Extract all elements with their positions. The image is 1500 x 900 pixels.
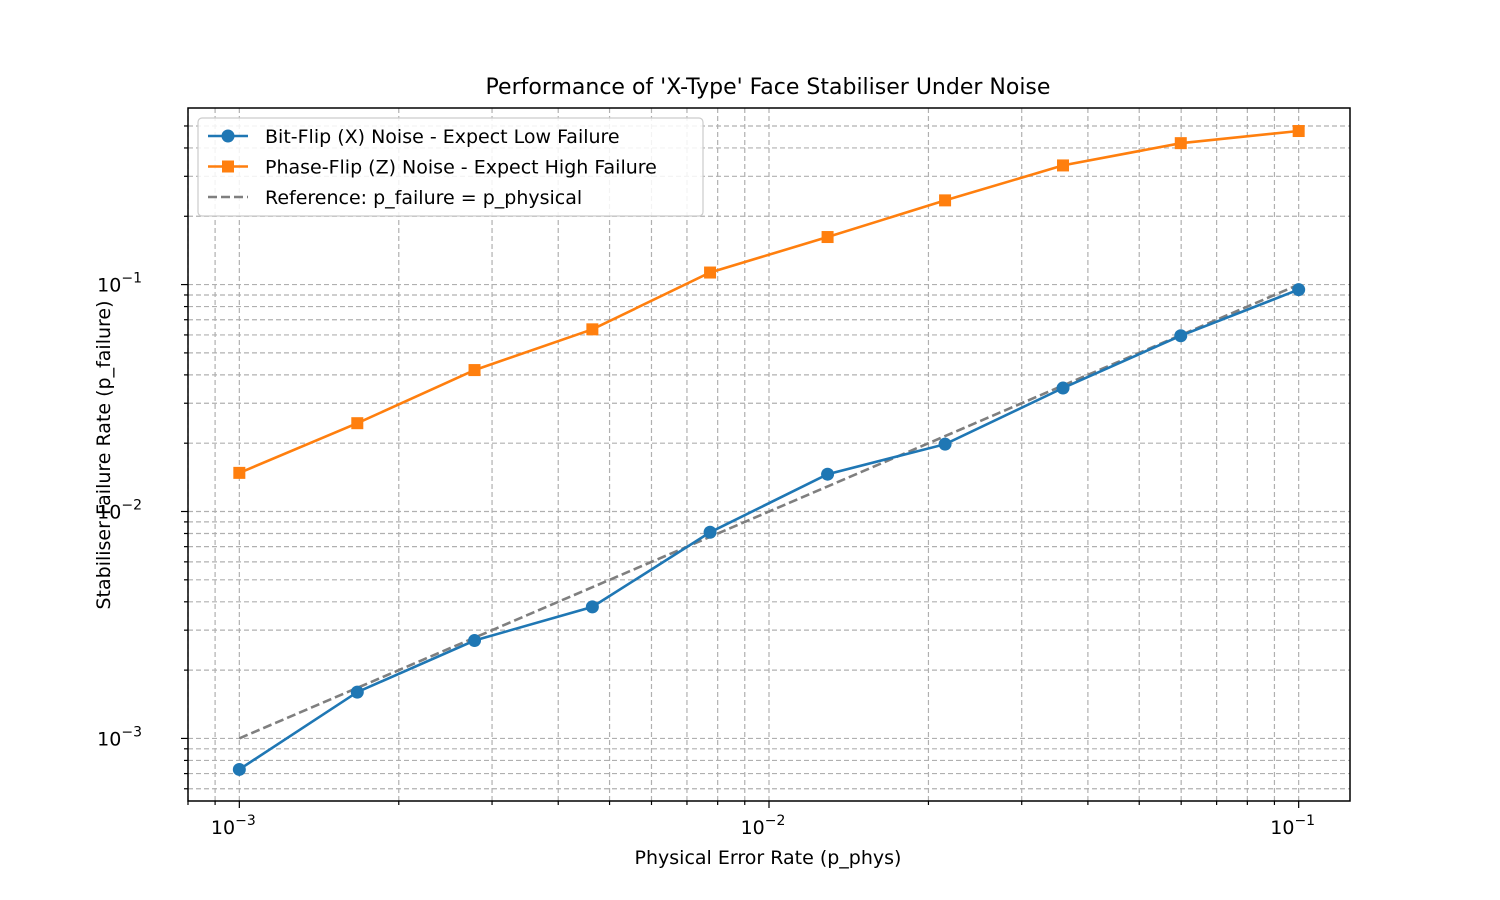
ticks: 10−3 10−2 10−1 10−3 10−2 10−1 — [97, 125, 1315, 839]
series-2 — [238, 283, 1300, 740]
y-tick-label: 10−2 — [97, 498, 142, 524]
series-layer — [232, 125, 1306, 776]
data-point — [1057, 159, 1070, 172]
data-point — [1174, 137, 1187, 150]
data-point — [939, 194, 952, 207]
series-line — [238, 283, 1300, 740]
x-tick-label: 10−3 — [211, 813, 256, 839]
data-point — [821, 231, 834, 244]
chart-title: Performance of 'X-Type' Face Stabiliser … — [486, 75, 1051, 100]
data-point — [1292, 283, 1306, 297]
legend-marker — [222, 160, 234, 173]
data-point — [704, 266, 717, 279]
data-point — [468, 634, 482, 648]
data-point — [585, 600, 599, 614]
x-tick-label: 10−2 — [741, 813, 786, 839]
data-point — [468, 364, 481, 377]
series-1 — [233, 125, 1305, 479]
legend-box — [197, 117, 704, 217]
legend-label: Bit-Flip (X) Noise - Expect Low Failure — [265, 126, 620, 148]
legend-marker — [221, 129, 235, 143]
grid — [187, 108, 1350, 801]
legend-label: Phase-Flip (Z) Noise - Expect High Failu… — [265, 157, 657, 179]
series-line — [238, 288, 1300, 771]
data-point — [1174, 329, 1188, 343]
data-point — [821, 467, 835, 481]
legend: Bit-Flip (X) Noise - Expect Low Failure P… — [197, 117, 704, 217]
data-point — [1056, 381, 1070, 395]
data-point — [938, 437, 952, 451]
data-point — [703, 525, 717, 539]
series-line — [238, 129, 1299, 475]
x-tick-label: 10−1 — [1270, 813, 1315, 839]
data-point — [1292, 125, 1305, 138]
data-point — [233, 466, 246, 479]
y-tick-label: 10−1 — [97, 271, 142, 297]
y-axis-label: Stabiliser Failure Rate (p_failure) — [93, 300, 115, 609]
series-0 — [232, 283, 1306, 776]
y-tick-label: 10−3 — [97, 724, 142, 750]
data-point — [586, 323, 599, 336]
data-point — [351, 417, 364, 430]
data-point — [232, 762, 246, 776]
legend-label: Reference: p_failure = p_physical — [265, 187, 582, 209]
data-point — [350, 685, 364, 699]
x-axis-label: Physical Error Rate (p_phys) — [635, 847, 902, 869]
